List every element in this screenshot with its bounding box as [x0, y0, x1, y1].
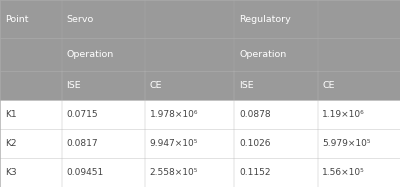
Text: Operation: Operation	[66, 50, 114, 59]
Bar	[145, 71, 234, 100]
Bar	[318, 158, 400, 187]
Bar	[0, 71, 62, 100]
Text: Operation: Operation	[239, 50, 286, 59]
Bar	[318, 0, 400, 38]
Text: 0.1026: 0.1026	[239, 139, 271, 148]
Text: ISE: ISE	[66, 81, 81, 90]
Bar	[62, 38, 145, 71]
Bar	[145, 0, 234, 38]
Text: 1.19×10⁶: 1.19×10⁶	[322, 110, 365, 119]
Bar	[145, 129, 234, 158]
Text: 0.1152: 0.1152	[239, 168, 271, 177]
Bar	[145, 100, 234, 129]
Bar	[0, 0, 62, 38]
Bar	[62, 100, 145, 129]
Bar	[62, 71, 145, 100]
Bar	[318, 129, 400, 158]
Text: Regulatory: Regulatory	[239, 15, 291, 24]
Bar	[145, 158, 234, 187]
Bar	[0, 129, 62, 158]
Text: 0.0817: 0.0817	[66, 139, 98, 148]
Bar	[234, 38, 318, 71]
Text: 9.947×10⁵: 9.947×10⁵	[150, 139, 198, 148]
Text: 0.0715: 0.0715	[66, 110, 98, 119]
Text: 2.558×10⁵: 2.558×10⁵	[150, 168, 198, 177]
Text: 0.0878: 0.0878	[239, 110, 271, 119]
Bar	[0, 158, 62, 187]
Text: ISE: ISE	[239, 81, 254, 90]
Bar	[0, 100, 62, 129]
Bar	[318, 38, 400, 71]
Bar	[145, 38, 234, 71]
Bar	[0, 38, 62, 71]
Bar	[62, 0, 145, 38]
Bar	[234, 71, 318, 100]
Bar	[318, 71, 400, 100]
Bar	[234, 158, 318, 187]
Bar	[234, 0, 318, 38]
Bar	[62, 158, 145, 187]
Text: 0.09451: 0.09451	[66, 168, 104, 177]
Text: K2: K2	[5, 139, 16, 148]
Text: 5.979×10⁵: 5.979×10⁵	[322, 139, 371, 148]
Bar	[62, 129, 145, 158]
Text: CE: CE	[150, 81, 162, 90]
Bar	[234, 100, 318, 129]
Text: 1.56×10⁵: 1.56×10⁵	[322, 168, 365, 177]
Bar	[234, 129, 318, 158]
Text: Servo: Servo	[66, 15, 94, 24]
Text: Point: Point	[5, 15, 28, 24]
Text: K1: K1	[5, 110, 16, 119]
Bar	[318, 100, 400, 129]
Text: CE: CE	[322, 81, 335, 90]
Text: K3: K3	[5, 168, 16, 177]
Text: 1.978×10⁶: 1.978×10⁶	[150, 110, 198, 119]
